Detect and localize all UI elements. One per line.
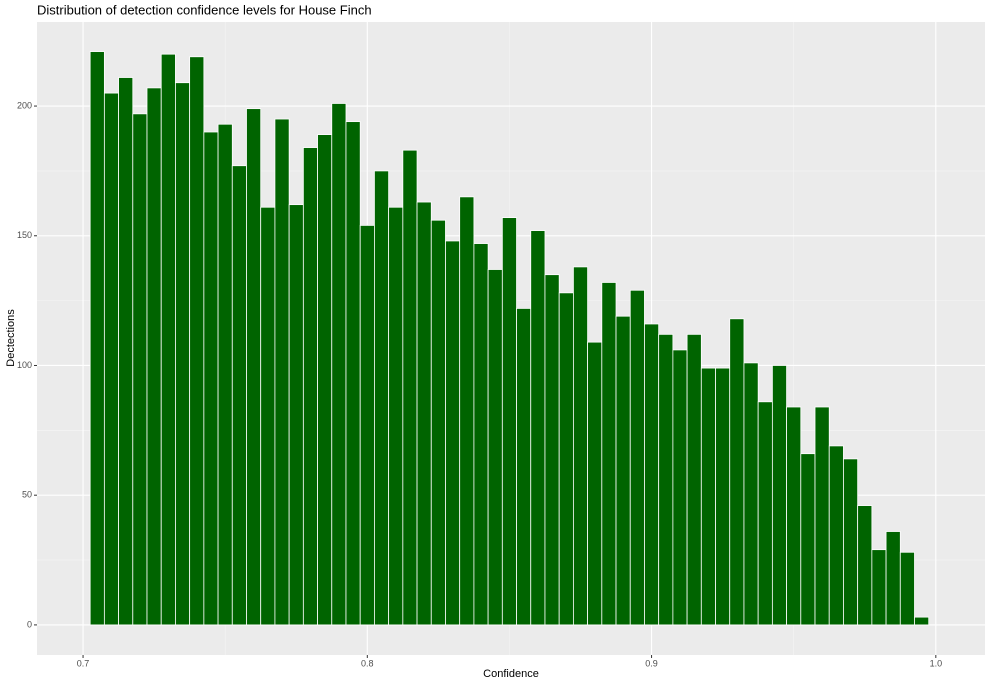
bar	[544, 274, 560, 626]
bar	[743, 362, 759, 626]
y-tick-label: 200	[17, 100, 32, 110]
bar	[914, 616, 930, 626]
bar	[487, 269, 503, 626]
bar	[203, 131, 219, 626]
bar	[402, 149, 418, 626]
bar	[885, 531, 901, 626]
bar	[757, 401, 773, 626]
bar	[843, 458, 859, 626]
bar	[644, 323, 660, 626]
bar	[260, 206, 276, 626]
bar	[430, 219, 446, 626]
bar	[445, 240, 461, 626]
bar	[786, 406, 802, 626]
bar	[388, 206, 404, 626]
bar	[416, 201, 432, 626]
bar	[146, 87, 162, 626]
bar	[828, 445, 844, 626]
bar	[459, 196, 475, 626]
y-tick-label: 150	[17, 230, 32, 240]
x-tick-label: 0.9	[645, 658, 658, 668]
bar	[871, 549, 887, 626]
bar	[89, 51, 105, 626]
x-tick-label: 0.7	[77, 658, 90, 668]
bar	[302, 147, 318, 626]
bar	[288, 204, 304, 626]
x-axis-title: Confidence	[483, 668, 539, 680]
y-axis-title: Dectections	[5, 309, 17, 367]
bar	[629, 289, 645, 626]
bar	[118, 77, 134, 626]
bar	[615, 315, 631, 626]
bar	[857, 505, 873, 626]
bar	[516, 308, 532, 626]
bar	[672, 349, 688, 626]
bar	[558, 292, 574, 626]
bar	[899, 551, 915, 626]
bar	[572, 266, 589, 626]
bar	[715, 367, 731, 626]
chart-title: Distribution of detection confidence lev…	[37, 2, 372, 17]
bar	[345, 121, 361, 626]
bar	[175, 82, 191, 626]
bar	[160, 53, 176, 626]
bar	[501, 217, 517, 626]
bar	[246, 108, 262, 626]
y-tick-label: 100	[17, 360, 32, 370]
bar	[729, 318, 745, 626]
bar	[686, 333, 702, 626]
bar	[103, 92, 119, 626]
bar	[374, 170, 390, 626]
bar	[658, 333, 674, 626]
y-tick-label: 50	[22, 490, 32, 500]
bar	[132, 113, 148, 626]
bar	[274, 118, 290, 626]
bar	[231, 165, 247, 626]
x-tick-label: 1.0	[930, 658, 943, 668]
bar	[331, 103, 347, 626]
bar	[473, 243, 489, 626]
y-tick-label: 0	[27, 619, 32, 629]
bar	[771, 365, 787, 626]
bar	[317, 134, 333, 626]
bar	[530, 230, 546, 626]
bar	[587, 341, 603, 626]
bar	[189, 56, 205, 626]
bar	[800, 453, 816, 626]
x-tick-label: 0.8	[361, 658, 374, 668]
bar	[359, 224, 375, 626]
bar	[217, 123, 233, 626]
bar	[601, 282, 617, 626]
bar	[814, 406, 830, 626]
bar	[700, 367, 716, 626]
